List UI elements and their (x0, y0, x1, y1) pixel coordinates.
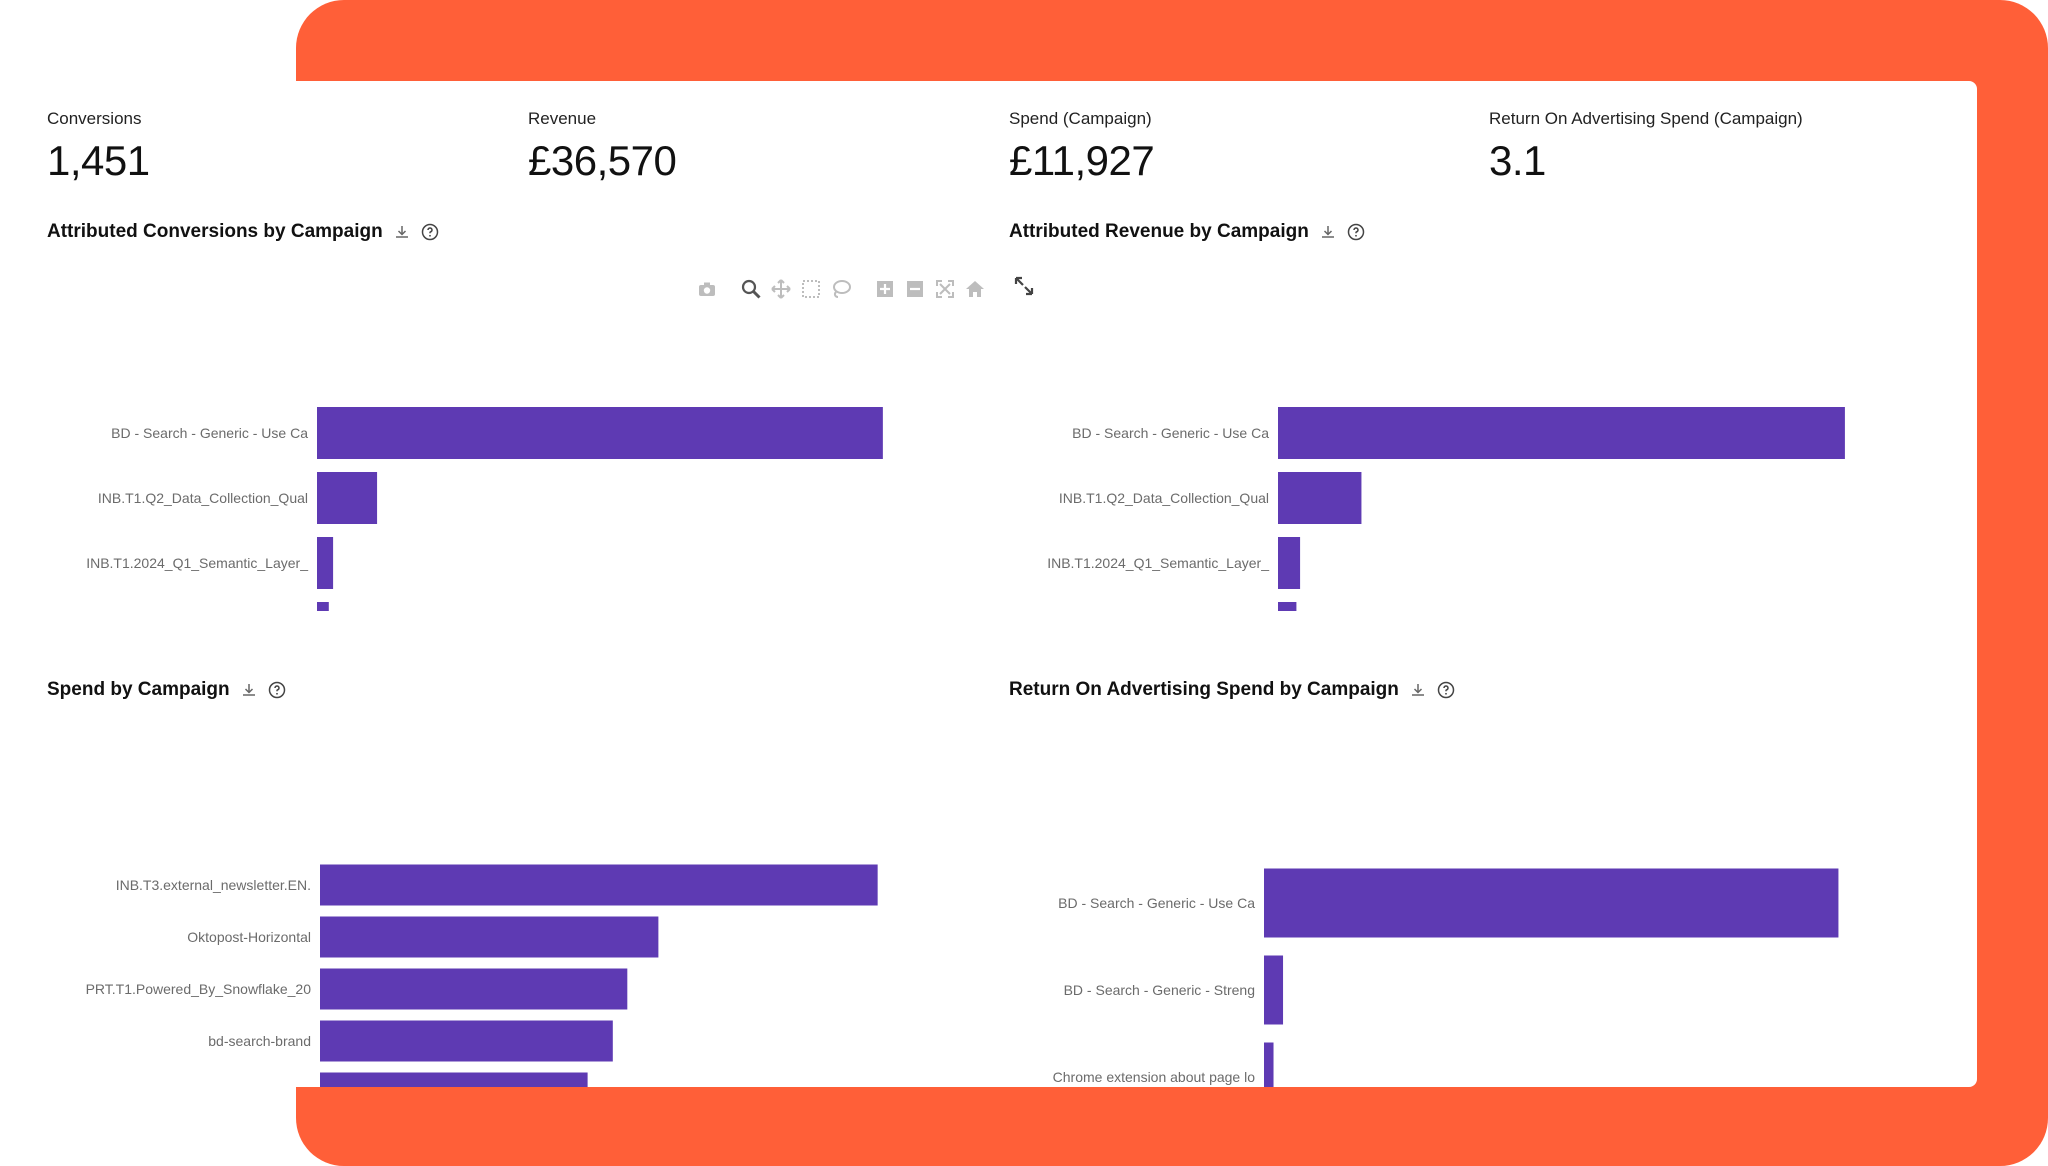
category-tick-label: INB.T3.Compliant_Analytics_Whi (105, 1085, 311, 1087)
bar[interactable] (1278, 537, 1301, 589)
bar[interactable] (317, 472, 378, 524)
category-tick-label: Chrome extension about page lo (1053, 1069, 1256, 1085)
section-title: Attributed Revenue by Campaign (1009, 221, 1309, 242)
bar[interactable] (320, 1020, 613, 1062)
bar[interactable] (320, 864, 878, 906)
category-tick-label: INB.T1.Q2_Data_Collection_Qual (1059, 490, 1269, 506)
revenue-section-header: Attributed Revenue by Campaign (1009, 221, 1365, 243)
kpi-value: 1,451 (47, 137, 150, 184)
spend-bar-chart: INB.T3.external_newsletter.EN. Oktopost-H… (86, 864, 878, 1088)
kpi-label: Spend (Campaign) (1009, 109, 1152, 128)
category-tick-label: INB.T1.2024_Q1_Semantic_Layer_ (1047, 555, 1269, 571)
bar[interactable] (317, 537, 334, 589)
bar[interactable] (1264, 868, 1839, 938)
roas-bar-chart: BD - Search - Generic - Use Ca BD - Searc… (1053, 868, 1839, 1088)
category-tick-label: Oktopost-Horizontal (187, 929, 311, 945)
kpi-value: £36,570 (528, 137, 677, 184)
dashboard-panel: Conversions 1,451 Revenue £36,570 Spend … (0, 81, 1977, 1087)
category-tick-label: BD - Search - Generic - Use Ca (1058, 895, 1255, 911)
category-tick-label: bd-search-brand (208, 1033, 311, 1049)
help-circle-icon[interactable] (268, 681, 286, 699)
download-icon[interactable] (1409, 681, 1427, 699)
download-icon[interactable] (1319, 223, 1337, 241)
revenue-bar-chart: BD - Search - Generic - Use Ca INB.T1.Q2_… (1047, 407, 1845, 611)
kpi-revenue: Revenue £36,570 (528, 109, 677, 185)
bar[interactable] (1278, 602, 1297, 611)
kpi-label: Revenue (528, 109, 597, 128)
download-icon[interactable] (240, 681, 258, 699)
zoom-out-icon[interactable] (904, 278, 926, 300)
bar[interactable] (317, 602, 329, 611)
conversions-section-header: Attributed Conversions by Campaign (47, 221, 439, 243)
bar[interactable] (1264, 1042, 1274, 1088)
pan-icon[interactable] (770, 278, 792, 300)
category-tick-label: BD - Search - Generic - Streng (1064, 982, 1255, 998)
roas-section-header: Return On Advertising Spend by Campaign (1009, 679, 1455, 701)
home-icon[interactable] (964, 278, 986, 300)
chart-modebar (696, 278, 986, 300)
kpi-label: Return On Advertising Spend (Campaign) (1489, 109, 1803, 128)
zoom-in-icon[interactable] (874, 278, 896, 300)
section-title: Return On Advertising Spend by Campaign (1009, 679, 1399, 700)
bar[interactable] (320, 968, 628, 1010)
kpi-roas: Return On Advertising Spend (Campaign) 3… (1489, 109, 1803, 185)
kpi-spend: Spend (Campaign) £11,927 (1009, 109, 1155, 185)
category-tick-label: BD - Search - Generic - Use Ca (111, 425, 308, 441)
download-icon[interactable] (393, 223, 411, 241)
help-circle-icon[interactable] (421, 223, 439, 241)
kpi-value: £11,927 (1009, 137, 1155, 184)
category-tick-label: INB.T1.Q2_Data_Collection_Qual (98, 490, 308, 506)
bar[interactable] (320, 1072, 588, 1088)
help-circle-icon[interactable] (1347, 223, 1365, 241)
box-select-icon[interactable] (800, 278, 822, 300)
bar[interactable] (1278, 407, 1845, 459)
section-title: Spend by Campaign (47, 679, 230, 700)
category-tick-label: INB.T1.2024_Q1_Semantic_Layer_ (86, 555, 308, 571)
bar[interactable] (317, 407, 883, 459)
kpi-conversions: Conversions 1,451 (47, 109, 150, 185)
spend-section-header: Spend by Campaign (47, 679, 286, 701)
camera-icon[interactable] (696, 278, 718, 300)
zoom-icon[interactable] (740, 278, 762, 300)
section-title: Attributed Conversions by Campaign (47, 221, 383, 242)
kpi-value: 3.1 (1489, 137, 1546, 184)
kpi-label: Conversions (47, 109, 142, 128)
conversions-bar-chart: BD - Search - Generic - Use Ca INB.T1.Q2_… (86, 407, 883, 611)
help-circle-icon[interactable] (1437, 681, 1455, 699)
bar[interactable] (320, 916, 659, 958)
lasso-select-icon[interactable] (830, 278, 852, 300)
bar[interactable] (1278, 472, 1362, 524)
autoscale-icon[interactable] (934, 278, 956, 300)
category-tick-label: PRT.T1.Powered_By_Snowflake_20 (86, 981, 312, 997)
bar[interactable] (1264, 955, 1284, 1025)
category-tick-label: INB.T3.external_newsletter.EN. (116, 877, 311, 893)
category-tick-label: BD - Search - Generic - Use Ca (1072, 425, 1269, 441)
expand-icon[interactable] (1013, 275, 1035, 297)
